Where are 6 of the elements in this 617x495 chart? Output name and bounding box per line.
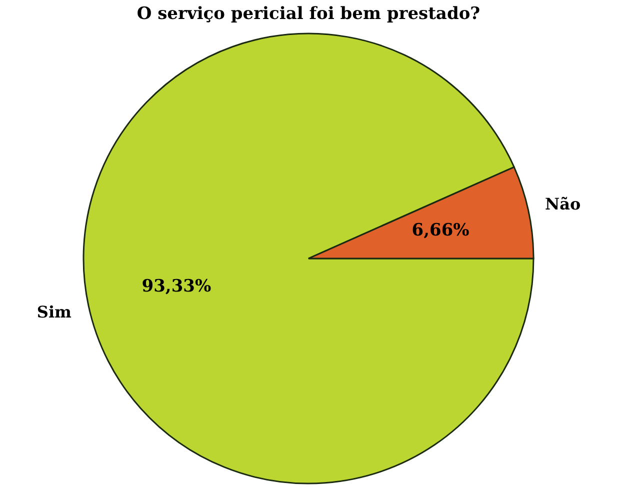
pie-slice <box>82 32 534 484</box>
data-label: 6,66% <box>412 220 470 240</box>
data-label: 93,33% <box>142 276 212 297</box>
chart-title: O serviço pericial foi bem prestado? <box>136 4 480 24</box>
slice-label: Não <box>544 194 581 214</box>
slice-label: Sim <box>36 302 72 322</box>
